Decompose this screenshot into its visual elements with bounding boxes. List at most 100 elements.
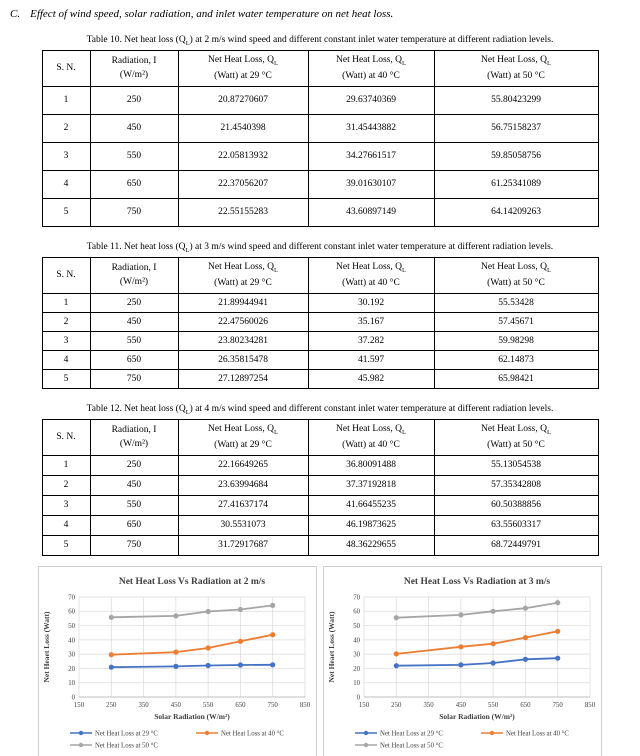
series-marker-2 <box>237 606 243 612</box>
table-row: 5 750 31.72917687 48.36229655 68.72449791 <box>41 534 599 556</box>
table-row: 2 450 22.47560026 35.167 57.45671 <box>41 311 599 332</box>
table-row: 2 450 23.63994684 37.37192818 57.35342808 <box>41 474 599 496</box>
header-text: (W/m²) <box>119 70 149 81</box>
header-subscript: L <box>401 60 406 68</box>
table-cell: 63.55603317 <box>433 514 599 536</box>
table-body: 1 250 20.87270607 29.63740369 55.80423299 2 45… <box>41 85 599 227</box>
header-text: (Watt) at 29 °C <box>214 439 272 450</box>
table-cell: 34.27661517 <box>307 141 435 171</box>
table-cell: 1 <box>41 292 91 313</box>
series-marker-0 <box>490 660 496 666</box>
table-row: 1 250 22.16649265 36.80091488 55.13054538 <box>41 454 599 476</box>
table-cell: 2 <box>41 113 91 143</box>
series-marker-0 <box>522 656 528 662</box>
y-tick-label: 20 <box>353 666 360 673</box>
col-header-sn: S. N. <box>41 256 91 294</box>
y-tick-label: 0 <box>357 694 361 701</box>
series-marker-0 <box>108 664 114 670</box>
x-tick-label: 150 <box>74 702 85 709</box>
section-heading: C. Effect of wind speed, solar radiation,… <box>10 8 640 20</box>
section-heading-text: Effect of wind speed, solar radiation, a… <box>30 8 394 20</box>
table-cell: 650 <box>89 349 179 370</box>
col-header-qloss-40: Net Heat Loss, QL (Watt) at 40 °C <box>307 256 435 294</box>
legend-marker-2 <box>78 742 84 747</box>
header-text: (Watt) at 40 °C <box>342 439 400 450</box>
header-subscript: L <box>273 60 278 68</box>
col-header-sn: S. N. <box>41 418 91 456</box>
table-cell: 250 <box>89 454 179 476</box>
header-text: Radiation, I <box>111 56 157 67</box>
table-cell: 3 <box>41 494 91 516</box>
x-tick-label: 850 <box>585 702 596 709</box>
header-subscript: L <box>273 429 278 437</box>
series-marker-1 <box>173 649 179 655</box>
table-cell: 30.192 <box>307 292 435 313</box>
y-tick-label: 50 <box>353 623 360 630</box>
table-row: 3 550 27.41637174 41.66455235 60.50388856 <box>41 494 599 516</box>
header-text: Radiation, I <box>111 424 157 435</box>
y-tick-label: 40 <box>68 637 75 644</box>
table-cell: 450 <box>89 474 179 496</box>
caption-text: Table 10. Net heat loss (Q <box>86 35 186 45</box>
table-cell: 31.72917687 <box>177 534 309 556</box>
x-tick-label: 450 <box>456 702 467 709</box>
y-axis-label: Net Heaet Loss (Watt) <box>42 611 51 683</box>
chart-figure-2ms: 0 10 20 30 40 50 60 70 150 250 350 450 550 650 750 850 N… <box>38 565 317 756</box>
series-marker-2 <box>270 602 276 608</box>
table-cell: 29.63740369 <box>307 85 435 115</box>
table-header-row: S. N. Radiation, I (W/m²) Net Heat Loss, … <box>41 256 599 294</box>
x-tick-label: 350 <box>423 702 434 709</box>
y-tick-label: 70 <box>353 594 360 601</box>
table-cell: 550 <box>89 494 179 516</box>
table-cell: 21.89944941 <box>177 292 309 313</box>
table-cell: 35.167 <box>307 311 435 332</box>
table-cell: 4 <box>41 514 91 536</box>
legend-label-2: Net Heat Loss at 50 °C <box>95 742 158 749</box>
table-row: 3 550 23.80234281 37.282 59.98298 <box>41 330 599 351</box>
table-cell: 450 <box>89 113 179 143</box>
series-marker-1 <box>522 634 528 640</box>
table-cell: 21.4540398 <box>177 113 309 143</box>
header-text: (W/m²) <box>119 277 149 288</box>
legend-label-1: Net Heat Loss at 40 °C <box>221 730 284 737</box>
table-cell: 750 <box>89 197 179 227</box>
table-11-caption: Table 11. Net heat loss (QL) at 3 m/s wi… <box>6 242 634 254</box>
table-row: 5 750 22.55155283 43.60897149 64.14209263 <box>41 197 599 227</box>
table-12: S. N. Radiation, I (W/m²) Net Heat Loss, … <box>41 418 599 556</box>
caption-text: Table 12. Net heat loss (Q <box>86 403 186 414</box>
legend-marker-0 <box>78 730 84 735</box>
y-tick-label: 40 <box>353 637 360 644</box>
table-cell: 57.35342808 <box>433 474 599 496</box>
table-cell: 250 <box>89 85 179 115</box>
series-marker-1 <box>555 628 561 634</box>
table-cell: 3 <box>41 330 91 351</box>
series-marker-1 <box>270 631 276 637</box>
table-11: S. N. Radiation, I (W/m²) Net Heat Loss, … <box>41 256 599 389</box>
series-line-1 <box>395 630 559 655</box>
header-text: Net Heat Loss, Q <box>336 262 402 273</box>
series-marker-2 <box>458 611 464 618</box>
x-tick-label: 550 <box>488 702 499 709</box>
table-cell: 550 <box>89 141 179 171</box>
chart-title: Net Heat Loss Vs Radiation at 2 m/s <box>119 577 266 587</box>
charts-row: 0 10 20 30 40 50 60 70 150 250 350 450 550 650 750 850 N… <box>0 565 640 756</box>
legend-label-0: Net Heat Loss at 29 °C <box>95 730 158 737</box>
header-subscript: L <box>546 429 551 437</box>
table-cell: 48.36229655 <box>307 534 435 556</box>
col-header-qloss-29: Net Heat Loss, QL (Watt) at 29 °C <box>177 256 309 294</box>
table-cell: 1 <box>41 454 91 476</box>
series-marker-2 <box>205 608 211 614</box>
legend-marker-1 <box>489 730 495 735</box>
table-cell: 26.35815478 <box>177 349 309 370</box>
x-tick-label: 150 <box>359 702 370 709</box>
col-header-radiation: Radiation, I (W/m²) <box>89 256 179 294</box>
y-tick-label: 20 <box>68 666 75 673</box>
table-10: S. N. Radiation, I (W/m²) Net Heat Loss, … <box>41 49 599 227</box>
section-marker: C. <box>10 8 21 20</box>
table-cell: 30.5531073 <box>177 514 309 536</box>
table-cell: 20.87270607 <box>177 85 309 115</box>
table-cell: 3 <box>41 141 91 171</box>
series-line-2 <box>395 601 559 619</box>
col-header-qloss-40: Net Heat Loss, QL (Watt) at 40 °C <box>307 49 435 87</box>
